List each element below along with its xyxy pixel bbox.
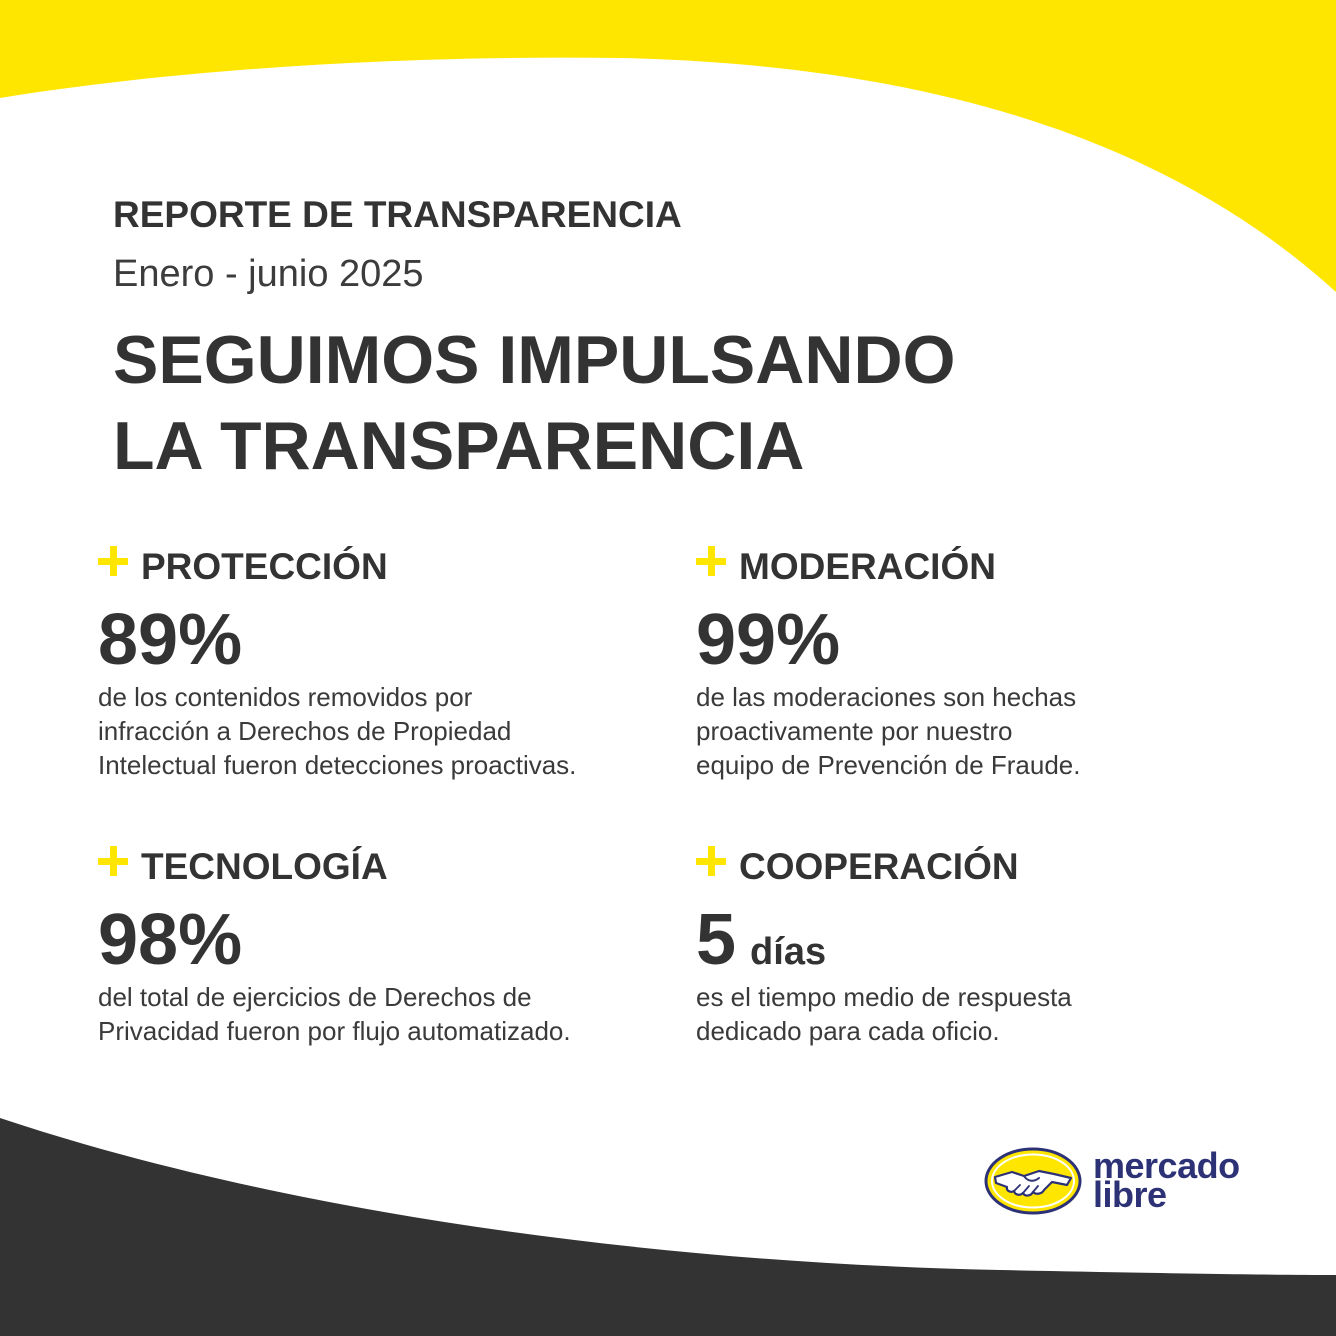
plus-icon	[696, 546, 726, 576]
headline: SEGUIMOS IMPULSANDO LA TRANSPARENCIA	[113, 317, 956, 489]
stat-description-line: proactivamente por nuestro	[696, 716, 1013, 746]
stat-value-row: 5 días	[696, 902, 826, 990]
stat-value: 5	[696, 900, 737, 980]
stat-title: COOPERACIÓN	[739, 846, 1019, 887]
stat-title: TECNOLOGÍA	[141, 846, 388, 887]
report-period: Enero - junio 2025	[113, 253, 424, 295]
report-eyebrow: REPORTE DE TRANSPARENCIA	[113, 194, 682, 235]
brand-logo-text: mercado libre	[1093, 1145, 1240, 1215]
stat-unit: días	[750, 931, 827, 973]
plus-icon	[98, 846, 128, 876]
headline-line-1: SEGUIMOS IMPULSANDO	[113, 322, 956, 398]
stat-description-line: dedicado para cada oficio.	[696, 1016, 1000, 1046]
stat-description-line: infracción a Derechos de Propiedad	[98, 716, 512, 746]
stat-description: de los contenidos removidos por infracci…	[98, 680, 576, 782]
stat-description: del total de ejercicios de Derechos de P…	[98, 980, 571, 1048]
stat-description-line: de las moderaciones son hechas	[696, 682, 1077, 712]
stat-title: MODERACIÓN	[739, 546, 996, 587]
stat-value: 98%	[98, 900, 243, 980]
stat-proteccion: PROTECCIÓN 89% de los contenidos removid…	[98, 545, 678, 785]
brand-logo-line-2: libre	[1093, 1174, 1167, 1215]
yellow-top-curve	[0, 0, 1336, 292]
stat-description-line: de los contenidos removidos por	[98, 682, 473, 712]
stat-description-line: Intelectual fueron detecciones proactiva…	[98, 750, 577, 780]
stat-description: de las moderaciones son hechas proactiva…	[696, 680, 1081, 782]
stat-moderacion: MODERACIÓN 99% de las moderaciones son h…	[696, 545, 1276, 785]
stat-description-line: es el tiempo medio de respuesta	[696, 982, 1072, 1012]
plus-icon	[98, 546, 128, 576]
stat-tecnologia: TECNOLOGÍA 98% del total de ejercicios d…	[98, 845, 678, 1085]
brand-logo-line-1: mercado	[1093, 1145, 1240, 1186]
stat-description-line: del total de ejercicios de Derechos de	[98, 982, 532, 1012]
dark-bottom-curve	[0, 1118, 1336, 1336]
plus-icon	[696, 846, 726, 876]
stat-title: PROTECCIÓN	[141, 546, 388, 587]
stat-description-line: Privacidad fueron por flujo automatizado…	[98, 1016, 571, 1046]
stat-value: 99%	[696, 600, 841, 680]
headline-line-2: LA TRANSPARENCIA	[113, 408, 805, 484]
stat-description-line: equipo de Prevención de Fraude.	[696, 750, 1081, 780]
stat-cooperacion: COOPERACIÓN 5 días es el tiempo medio de …	[696, 845, 1276, 1085]
stat-description: es el tiempo medio de respuesta dedicado…	[696, 980, 1072, 1048]
handshake-icon	[984, 1147, 1082, 1215]
stat-value: 89%	[98, 600, 243, 680]
